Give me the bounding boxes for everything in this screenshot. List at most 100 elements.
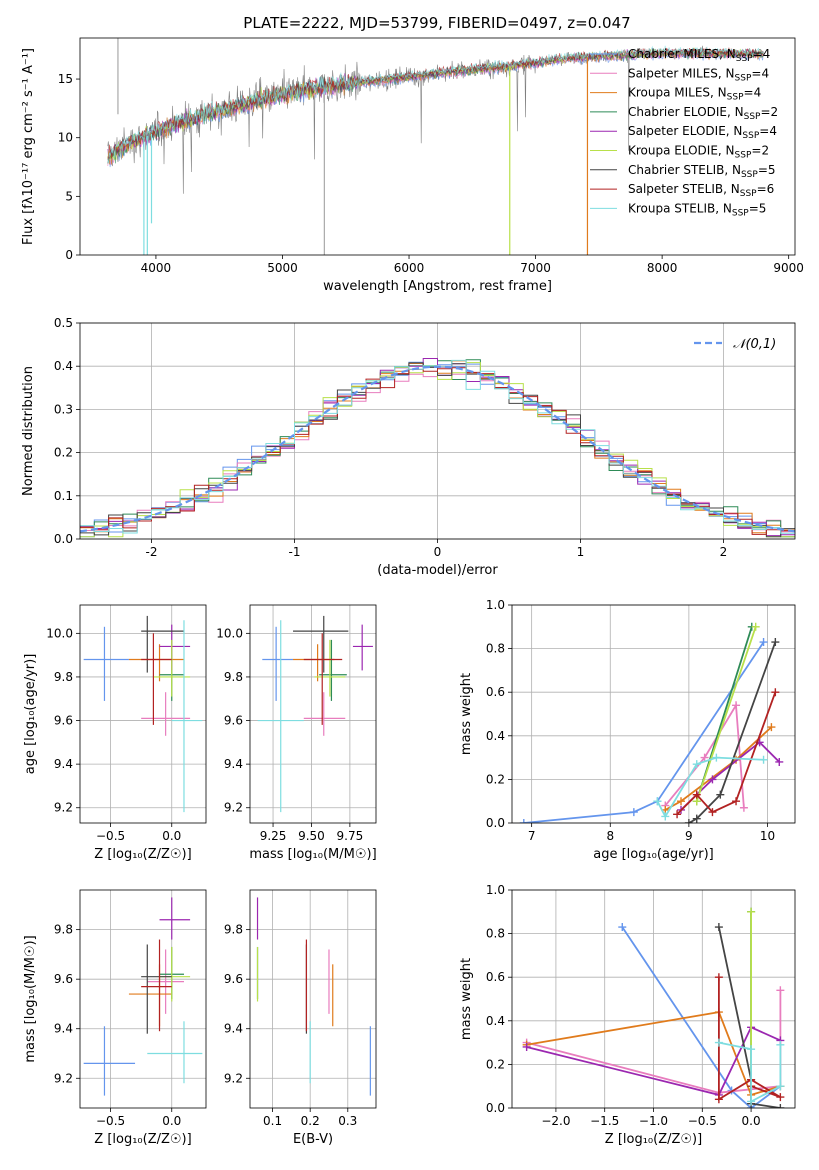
plot-area-mass_vs_ebv — [256, 897, 371, 1096]
marker-plus — [776, 1093, 785, 1102]
legend-sub: SSP — [727, 93, 744, 103]
y-tick-label: 9.2 — [224, 801, 243, 815]
y-axis-label: Flux [fλ10⁻¹⁷ erg cm⁻² s⁻¹ A⁻¹] — [21, 48, 36, 245]
x-tick-label: 9.50 — [298, 829, 325, 843]
legend-sub: SSP — [740, 189, 757, 199]
legend-n: =6 — [757, 182, 775, 196]
legend-label: Salpeter ELODIE, NSSP=4 — [628, 124, 777, 141]
y-tick-label: 0.4 — [486, 1014, 505, 1028]
legend-label: Kroupa MILES, NSSP=4 — [628, 86, 761, 103]
marker-plus — [700, 753, 709, 762]
x-tick-label: 9.25 — [260, 829, 287, 843]
marker-plus — [692, 760, 701, 769]
legend-sub: SSP — [735, 73, 752, 83]
axes-frame — [79, 37, 796, 256]
marker-plus — [716, 790, 725, 799]
y-tick-label: 0.5 — [54, 316, 73, 330]
model-line-kroupa-stelib — [107, 45, 764, 164]
legend-sub: SSP — [741, 170, 758, 180]
marker-plus — [776, 1082, 785, 1091]
y-tick-label: 0.6 — [486, 685, 505, 699]
x-axis-label: wavelength [Angstrom, rest frame] — [323, 279, 552, 294]
x-axis-label: Z [log₁₀(Z/Z☉)] — [94, 847, 191, 862]
marker-plus — [692, 814, 701, 823]
spectrum-legend: Chabrier MILES, NSSP=4 Salpeter MILES, NS… — [590, 47, 778, 218]
y-tick-label: 10.0 — [46, 626, 73, 640]
axes-weight_vs_Z: −2.0 −1.5 −1.0 −0.5 0.0 0.0 0.2 0.4 0.6 0.8 1.0 Z [… — [459, 883, 796, 1147]
y-tick-label: 0.8 — [486, 642, 505, 656]
marker-plus — [776, 986, 785, 995]
marker-plus — [747, 907, 756, 916]
y-tick-label: 0.4 — [486, 729, 505, 743]
x-tick-label: 0.2 — [301, 1114, 320, 1128]
x-tick-label: 9000 — [773, 261, 804, 275]
marker-plus — [732, 701, 741, 710]
marker-plus — [751, 622, 760, 631]
axes-spectrum: 4000 5000 6000 7000 8000 9000 0 5 10 15 wavelength… — [21, 37, 804, 294]
marker-plus — [519, 819, 528, 823]
y-tick-label: 9.6 — [224, 714, 243, 728]
marker-plus — [747, 1097, 756, 1106]
axes-residuals: -2 -1 0 1 2 0.0 0.1 0.2 0.3 0.4 0.5 (data-model)/er… — [21, 316, 796, 578]
x-tick-label: 0.0 — [162, 829, 181, 843]
y-tick-label: 9.8 — [224, 670, 243, 684]
y-tick-label: 1.0 — [486, 883, 505, 897]
marker-plus — [776, 1040, 785, 1049]
y-tick-label: 9.6 — [54, 714, 73, 728]
series-line-kroupa-miles — [664, 726, 773, 811]
x-tick-label: 9 — [685, 829, 693, 843]
legend-label: Salpeter STELIB, NSSP=6 — [628, 182, 774, 199]
y-tick-label: 0.2 — [486, 772, 505, 786]
legend-label-normal: 𝒩(0,1) — [733, 337, 776, 352]
plot-area-age_vs_mass — [257, 615, 373, 813]
y-tick-label: 9.8 — [54, 670, 73, 684]
y-tick-label: 0.0 — [54, 532, 73, 546]
y-tick-label: 0.0 — [486, 1101, 505, 1115]
x-tick-label: −0.5 — [96, 829, 125, 843]
axes-frame — [511, 889, 796, 1109]
marker-plus — [759, 638, 768, 647]
y-tick-label: 10 — [58, 131, 73, 145]
legend-n: =4 — [744, 86, 762, 100]
marker-plus — [775, 757, 784, 766]
marker-plus — [708, 808, 717, 817]
marker-plus — [653, 797, 662, 806]
series-line-chabrier-stelib — [688, 641, 777, 823]
legend-n: =4 — [753, 47, 771, 61]
x-axis-label: Z [log₁₀(Z/Z☉)] — [605, 1132, 702, 1147]
legend-sub: SSP — [742, 131, 759, 141]
x-tick-label: −1.0 — [639, 1114, 668, 1128]
legend-label: Chabrier MILES, NSSP=4 — [628, 47, 770, 64]
y-tick-label: 0.2 — [486, 1057, 505, 1071]
y-tick-label: 0.6 — [486, 970, 505, 984]
y-tick-label: 9.4 — [54, 757, 73, 771]
x-tick-label: 6000 — [394, 261, 425, 275]
y-tick-label: 10.0 — [216, 626, 243, 640]
legend-n: =2 — [751, 144, 769, 158]
marker-plus — [677, 797, 686, 806]
y-axis-label: mass weight — [459, 673, 474, 755]
x-tick-label: −0.5 — [96, 1114, 125, 1128]
legend-n: =5 — [749, 201, 767, 215]
x-tick-label: 8000 — [647, 261, 678, 275]
legend-sub: SSP — [744, 112, 761, 122]
plots-layer: 4000 5000 6000 7000 8000 9000051015wavelength… — [21, 37, 804, 1147]
legend-label: Salpeter MILES, NSSP=4 — [628, 66, 769, 83]
legend-label: Chabrier STELIB, NSSP=5 — [628, 163, 776, 180]
y-tick-label: 0.0 — [486, 816, 505, 830]
marker-plus — [708, 775, 717, 784]
series-line-chabrier-miles — [523, 641, 765, 823]
y-tick-label: 1.0 — [486, 598, 505, 612]
y-axis-label: mass weight — [459, 958, 474, 1040]
marker-plus — [684, 819, 693, 823]
x-tick-label: 10 — [760, 829, 775, 843]
x-axis-label: (data-model)/error — [377, 563, 498, 578]
x-tick-label: −1.5 — [590, 1114, 619, 1128]
series-line-chabrier-miles — [621, 926, 781, 1108]
y-tick-label: 9.4 — [54, 1022, 73, 1036]
plot-area-age_vs_Z — [83, 615, 203, 813]
marker-plus — [629, 808, 638, 817]
y-axis-label: mass [log₁₀(M/M☉)] — [23, 935, 38, 1062]
series-line-kroupa-elodie — [695, 626, 757, 802]
